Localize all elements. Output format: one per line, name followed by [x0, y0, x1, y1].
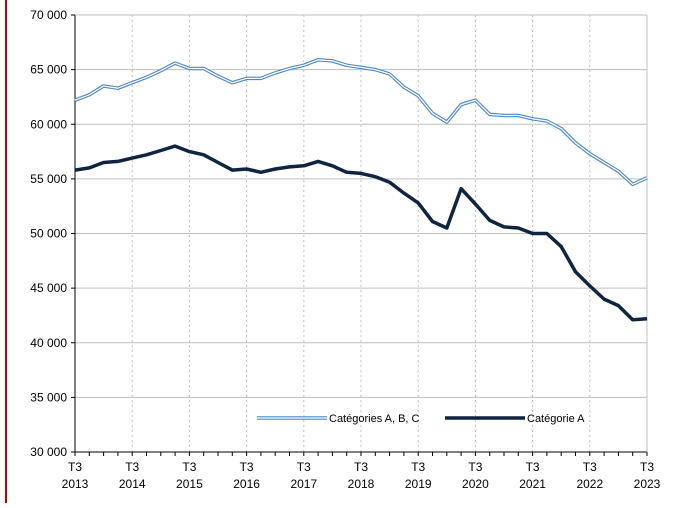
x-tick-label-line: T3 [125, 460, 139, 474]
x-tick-label: T3 2017 [290, 460, 317, 491]
y-tick-label: 60 000 [30, 117, 67, 131]
y-tick-label: 40 000 [30, 336, 67, 350]
x-tick-label-line: T3 [297, 460, 311, 474]
x-tick-label-line: T3 [240, 460, 254, 474]
y-tick-label: 30 000 [30, 445, 67, 459]
x-tick-label: T3 2020 [462, 460, 489, 491]
y-tick-label: 35 000 [30, 390, 67, 404]
x-tick-label-line: 2015 [176, 477, 203, 491]
x-tick-label-line: 2014 [119, 477, 146, 491]
x-tick-label-line: 2021 [519, 477, 546, 491]
x-tick-label: T3 2022 [576, 460, 603, 491]
x-tick-label-line: T3 [182, 460, 196, 474]
y-tick-label: 55 000 [30, 172, 67, 186]
x-tick-label-line: T3 [68, 460, 82, 474]
x-tick-label-line: 2017 [290, 477, 317, 491]
x-tick-label-line: 2019 [405, 477, 432, 491]
legend-label: Catégorie A [527, 413, 585, 425]
x-tick-label-line: 2023 [634, 477, 661, 491]
x-tick-label-line: 2022 [576, 477, 603, 491]
x-tick-label: T3 2018 [348, 460, 375, 491]
x-tick-label: T3 2021 [519, 460, 546, 491]
y-tick-label: 70 000 [30, 8, 67, 22]
x-tick-label: T3 2015 [176, 460, 203, 491]
y-tick-label: 65 000 [30, 63, 67, 77]
x-tick-label-line: T3 [468, 460, 482, 474]
x-tick-label-line: T3 [354, 460, 368, 474]
legend-label: Catégories A, B, C [329, 413, 420, 425]
y-tick-label: 45 000 [30, 281, 67, 295]
x-tick-label-line: T3 [583, 460, 597, 474]
y-tick-label: 50 000 [30, 227, 67, 241]
x-tick-label-line: T3 [411, 460, 425, 474]
x-tick-label-line: 2013 [62, 477, 89, 491]
x-tick-label: T3 2023 [634, 460, 661, 491]
x-tick-label: T3 2014 [119, 460, 146, 491]
series-line [74, 144, 648, 322]
x-tick-label: T3 2013 [62, 460, 89, 491]
x-tick-label-line: 2016 [233, 477, 260, 491]
x-tick-label: T3 2019 [405, 460, 432, 491]
x-tick-label: T3 2016 [233, 460, 260, 491]
series-line-inner [74, 59, 648, 185]
x-tick-label-line: T3 [526, 460, 540, 474]
x-tick-label-line: 2018 [348, 477, 375, 491]
x-tick-label-line: 2020 [462, 477, 489, 491]
x-tick-label-line: T3 [640, 460, 654, 474]
